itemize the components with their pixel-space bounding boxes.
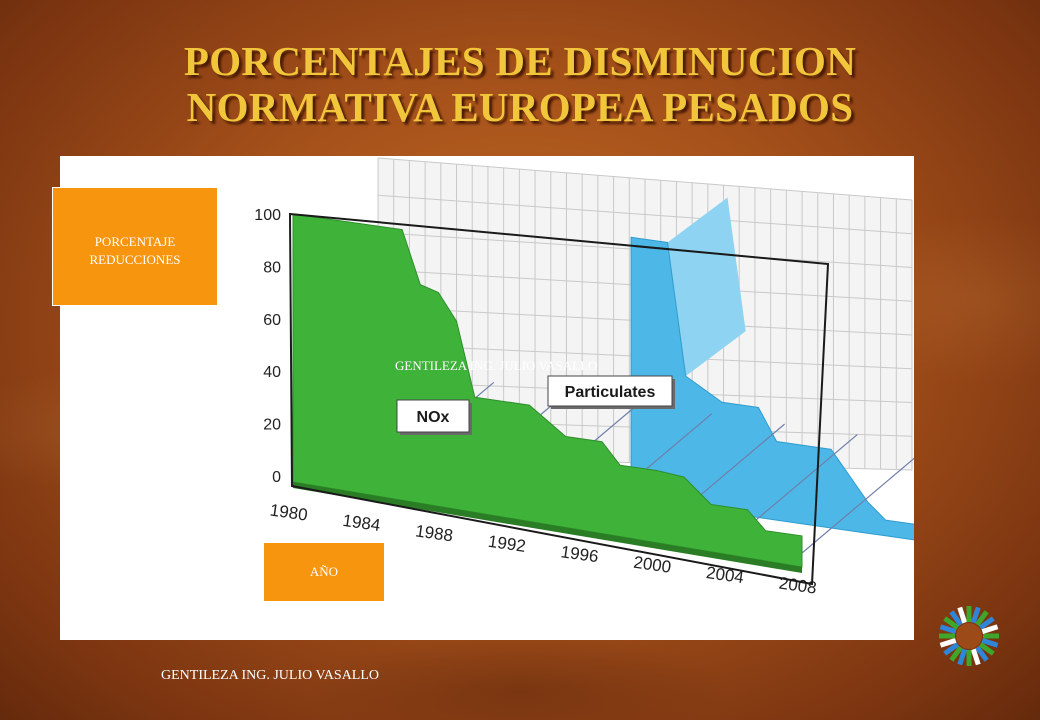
slide-title: PORCENTAJES DE DISMINUCION NORMATIVA EUR…: [0, 38, 1040, 130]
x-tick-label: 1984: [341, 511, 381, 535]
chart-watermark: GENTILEZA ING. JULIO VASALLO: [395, 358, 598, 373]
credit-text: GENTILEZA ING. JULIO VASALLO: [161, 668, 380, 683]
grid-line-horizontal: [377, 194, 913, 235]
logo-ray: [970, 648, 981, 666]
logo-ray: [949, 610, 963, 627]
grid-line-horizontal: [377, 157, 913, 201]
nox-area: [292, 213, 803, 568]
y-tick-label: 80: [263, 259, 281, 276]
logo-ray: [981, 624, 999, 635]
logo-ray: [939, 624, 957, 635]
circular-logo-icon: [939, 606, 999, 666]
nox-front-edge: [293, 482, 802, 573]
logo-center: [956, 623, 982, 649]
logo-ray: [975, 645, 989, 662]
logo-ray: [943, 616, 960, 630]
particulates-legend-label-box: [547, 375, 673, 407]
logo-ray: [957, 648, 968, 666]
logo-ray: [943, 642, 960, 656]
x-tick-label: 1992: [487, 532, 527, 556]
logo-ray: [978, 616, 995, 630]
x-tick-label: 1988: [414, 521, 454, 545]
y-tick-label: 40: [263, 364, 281, 381]
y-tick-label: 60: [263, 312, 281, 329]
y-axis-label-box: PORCENTAJE REDUCCIONES: [52, 187, 218, 306]
x-axis-label: AÑO: [309, 564, 339, 579]
x-tick-label: 1996: [560, 542, 600, 566]
nox-legend-label-box: [396, 399, 470, 433]
logo-ray: [981, 637, 999, 648]
particulates-top-face: [667, 197, 746, 377]
y-tick-label: 100: [254, 207, 281, 224]
logo-ray: [975, 610, 989, 627]
overlay-frame: [288, 212, 830, 586]
logo-ray: [939, 637, 957, 648]
nox-legend-label-text: NOx: [417, 409, 450, 426]
title-line-1: PORCENTAJES DE DISMINUCION: [183, 38, 857, 84]
y-tick-label: 20: [263, 417, 281, 434]
x-axis-label-box: AÑO: [264, 543, 384, 601]
logo-ray: [949, 645, 963, 662]
floor-grid-line: [801, 457, 914, 554]
title-line-2: NORMATIVA EUROPEA PESADOS: [186, 84, 854, 130]
x-tick-label: 1980: [269, 501, 309, 525]
y-tick-label: 0: [272, 469, 281, 486]
y-axis-label-line-1: PORCENTAJE: [94, 234, 176, 249]
logo-ray: [970, 606, 981, 624]
y-axis-label-line-2: REDUCCIONES: [89, 252, 181, 267]
logo-ray: [957, 606, 968, 624]
logo-ray: [978, 642, 995, 656]
particulates-legend-label-text: Particulates: [565, 384, 656, 401]
